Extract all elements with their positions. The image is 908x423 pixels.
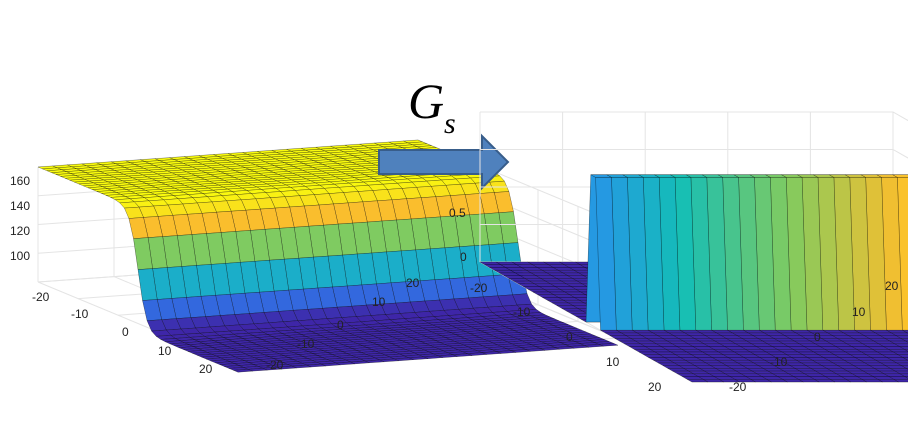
- right-z-tick-0: 0: [460, 250, 467, 264]
- transform-arrow: [378, 133, 510, 191]
- left-z-tick-120: 120: [10, 224, 30, 238]
- right-y-tick-20: 20: [885, 279, 899, 293]
- right-surface-plot: 0.5 0 -20 -10 0 10 20 20 10 0 -10 -20: [449, 111, 908, 394]
- grid-line: [480, 111, 908, 122]
- operator-symbol: G: [408, 73, 444, 129]
- right-arrow-icon: [378, 133, 510, 191]
- right-x-tick-neg20: -20: [470, 281, 488, 295]
- right-x-tick-10: 10: [606, 355, 620, 369]
- grid-line: [480, 149, 908, 159]
- operator-subscript: s: [444, 107, 456, 140]
- left-x-tick-neg20: -20: [32, 290, 50, 304]
- right-ridge-surface: [479, 174, 908, 383]
- left-y-tick-neg20: -20: [266, 358, 284, 372]
- right-y-tick-0: 0: [814, 330, 821, 344]
- right-x-tick-0: 0: [566, 330, 573, 344]
- right-y-tick-10: 10: [852, 305, 866, 319]
- left-y-tick-10: 10: [372, 295, 386, 309]
- right-x-tick-neg10: -10: [513, 305, 531, 319]
- operator-label: G s: [408, 73, 456, 140]
- surface-facet: [233, 369, 253, 373]
- right-y-tick-neg20: -20: [729, 380, 747, 394]
- right-tick-labels: 0.5 0 -20 -10 0 10 20 20 10 0 -10 -20: [449, 206, 899, 394]
- left-surface-plot: 160 140 120 100 -20 -10 0 10 20 20 10 0 …: [10, 139, 619, 376]
- right-x-tick-20: 20: [648, 380, 662, 394]
- right-z-tick-0-5: 0.5: [449, 206, 466, 220]
- left-y-tick-0: 0: [337, 318, 344, 332]
- left-z-tick-100: 100: [10, 249, 30, 263]
- left-z-tick-160: 160: [10, 174, 30, 188]
- left-tick-labels: 160 140 120 100 -20 -10 0 10 20 20 10 0 …: [10, 174, 420, 376]
- left-y-tick-20: 20: [406, 276, 420, 290]
- right-y-tick-neg10: -10: [770, 355, 788, 369]
- left-x-tick-20: 20: [199, 362, 213, 376]
- surface-facet: [686, 379, 709, 383]
- left-z-tick-140: 140: [10, 199, 30, 213]
- left-x-tick-0: 0: [122, 325, 129, 339]
- left-x-tick-neg10: -10: [71, 307, 89, 321]
- left-y-tick-neg10: -10: [297, 337, 315, 351]
- left-x-tick-10: 10: [158, 344, 172, 358]
